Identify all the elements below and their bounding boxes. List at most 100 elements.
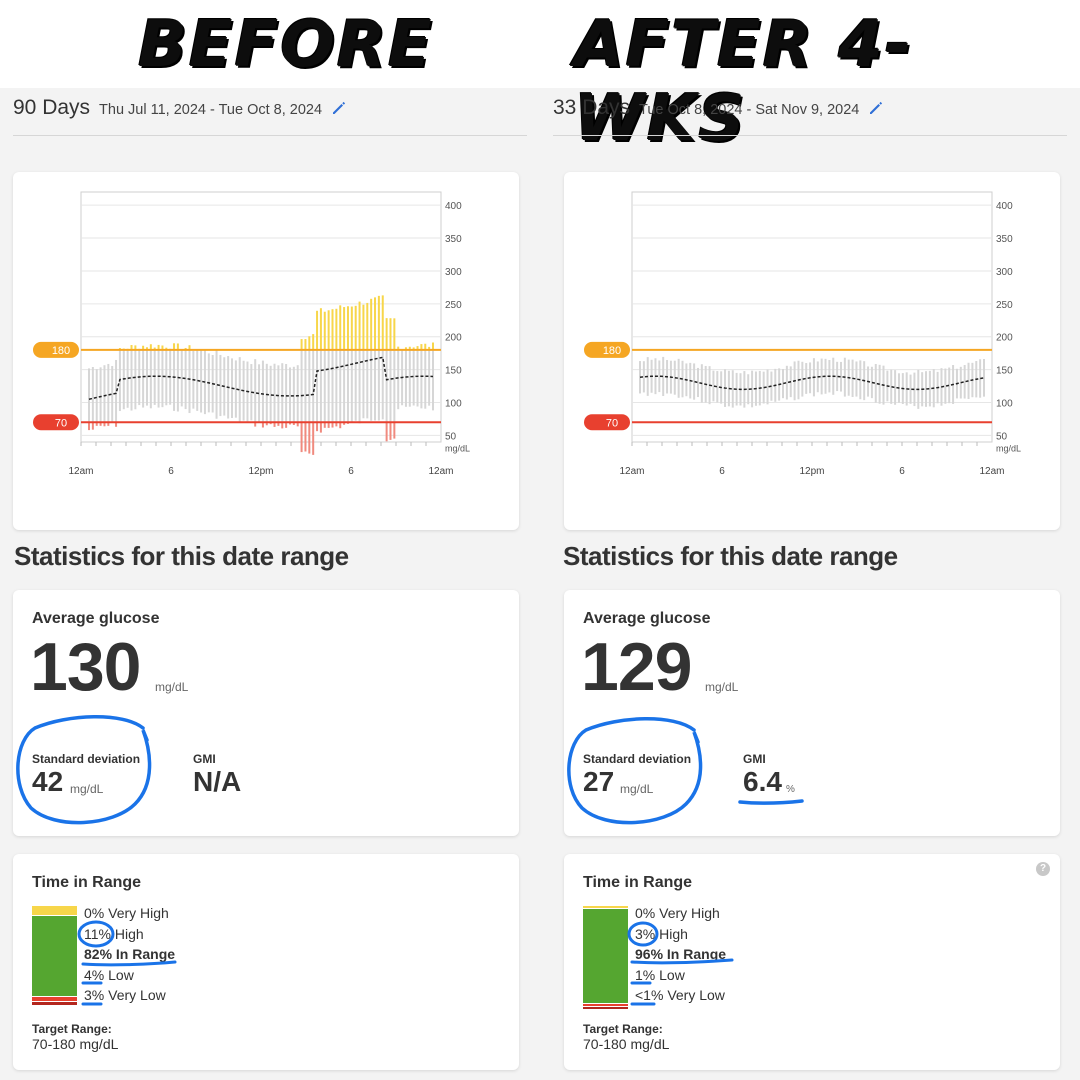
very-low-row: 3% Very Low [84,987,175,1008]
days-count: 33 Days [553,96,631,119]
x-tick-label: 6 [168,466,174,477]
average-glucose-value: 129 [581,629,692,705]
very-low-pct: <1% [635,987,664,1003]
edit-pencil-icon[interactable] [868,100,884,116]
gmi-label: GMI [193,752,216,766]
tir-segment-low [583,1004,628,1007]
median-line [639,375,985,391]
title-banner: BEFORE AFTER 4-WKS [0,0,1080,156]
very-low-row: <1% Very Low [635,987,726,1008]
x-tick-label: 12pm [248,466,273,477]
time-in-range-legend: 0% Very High 11% High 82% In Range 4% Lo… [84,905,175,1008]
y-tick-label: 150 [996,366,1013,377]
y-tick-label: 100 [996,399,1013,410]
low-threshold-label: 70 [55,417,67,429]
very-low-pct: 3% [84,987,105,1003]
y-tick-label: 50 [445,431,457,442]
y-tick-label: 100 [445,399,462,410]
time-in-range-card: ? Time in Range 0% Very High 3% High 96%… [564,854,1060,1070]
high-row: 11% High [84,926,175,947]
date-range-text: Thu Jul 11, 2024 - Tue Oct 8, 2024 [99,102,323,118]
time-in-range-label: Time in Range [32,874,142,891]
tir-segment-very-high [583,906,628,908]
high-label: High [659,925,688,942]
average-glucose-unit: mg/dL [155,680,189,694]
y-tick-label: 400 [996,201,1013,212]
low-row: 1% Low [635,967,726,988]
time-in-range-bar [583,906,628,1010]
low-threshold-label: 70 [606,417,618,429]
very-low-label: Very Low [667,987,725,1003]
time-in-range-card: Time in Range 0% Very High 11% High 82% … [13,854,519,1070]
very-high-label: Very High [108,905,169,921]
in-range-pct: 96% [635,946,664,962]
before-panel: 90 Days Thu Jul 11, 2024 - Tue Oct 8, 20… [0,88,540,1080]
y-tick-label: 200 [996,333,1013,344]
standard-deviation-unit: mg/dL [70,782,104,796]
very-high-pct: 0% [84,905,105,921]
x-tick-label: 6 [348,466,354,477]
y-tick-label: 300 [996,267,1013,278]
high-pct: 11% [84,925,111,942]
date-range-header: 90 Days Thu Jul 11, 2024 - Tue Oct 8, 20… [13,96,527,136]
statistics-card: Average glucose 130 mg/dL Standard devia… [13,590,519,836]
standard-deviation-unit: mg/dL [620,782,654,796]
x-tick-label: 12am [68,466,93,477]
very-low-label: Very Low [108,987,166,1003]
time-in-range-bar [32,906,77,1006]
x-tick-label: 6 [899,466,905,477]
y-unit-label: mg/dL [996,443,1021,453]
x-tick-label: 12am [979,466,1004,477]
in-range-row: 82% In Range [84,946,175,967]
median-line [88,356,434,400]
y-unit-label: mg/dL [445,443,470,453]
low-pct: 4% [84,966,105,983]
very-high-row: 0% Very High [84,905,175,926]
average-glucose-label: Average glucose [583,610,711,627]
tir-segment-very-low [583,1007,628,1010]
in-range-row: 96% In Range [635,946,726,967]
y-tick-label: 150 [445,366,462,377]
high-row: 3% High [635,926,726,947]
x-tick-label: 12am [428,466,453,477]
date-range-header: 33 Days Tue Oct 8, 2024 - Sat Nov 9, 202… [553,96,1067,136]
high-pct: 3% [635,925,656,942]
y-tick-label: 250 [445,300,462,311]
help-icon[interactable]: ? [1036,862,1050,876]
y-tick-label: 400 [445,201,462,212]
after-panel: 33 Days Tue Oct 8, 2024 - Sat Nov 9, 202… [540,88,1080,1080]
target-range-label: Target Range: [32,1022,112,1036]
average-glucose-value: 130 [30,629,141,705]
high-threshold-badge [33,341,79,358]
edit-pencil-icon[interactable] [331,100,347,116]
glucose-profile-chart-card: 400 350 300 250 200 150 100 50 mg/dL 12am 6 12pm 6 12… [564,172,1060,530]
high-threshold-badge [584,341,630,358]
in-range-label: In Range [666,946,727,962]
tir-segment-in-range [32,915,77,997]
high-label: High [114,925,144,942]
statistics-title: Statistics for this date range [14,541,349,571]
days-count: 90 Days [13,96,91,119]
tir-segment-in-range [583,909,628,1004]
target-range-label: Target Range: [583,1022,663,1036]
in-range-pct: 82% [84,946,113,962]
low-pct: 1% [635,966,656,983]
gmi-value: 6.4 [743,766,782,797]
gmi-unit: % [786,784,795,795]
gmi-label: GMI [743,752,766,766]
average-glucose-label: Average glucose [32,610,160,627]
date-range-text: Tue Oct 8, 2024 - Sat Nov 9, 2024 [639,102,860,118]
low-label: Low [108,966,134,983]
low-label: Low [659,966,685,983]
in-range-label: In Range [115,946,176,962]
y-tick-label: 200 [445,333,462,344]
very-high-row: 0% Very High [635,905,726,926]
statistics-card: Average glucose 129 mg/dL Standard devia… [564,590,1060,836]
statistics-title: Statistics for this date range [563,541,898,571]
y-tick-label: 250 [996,300,1013,311]
glucose-profile-chart-card: 400 350 300 250 200 150 100 50 mg/dL 12am 6 12pm 6 12… [13,172,519,530]
tir-segment-very-high [32,906,77,915]
target-range-value: 70-180 mg/dL [32,1036,119,1052]
standard-deviation-label: Standard deviation [583,752,692,766]
